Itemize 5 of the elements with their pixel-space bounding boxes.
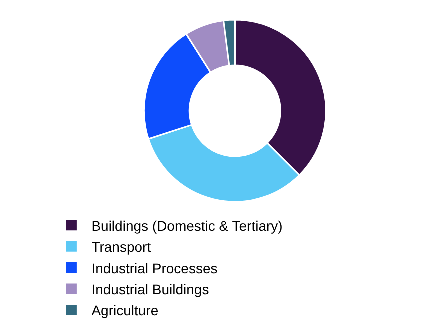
legend-label: Industrial Processes (92, 260, 218, 276)
legend-label: Transport (92, 239, 152, 256)
legend-label: Industrial Buildings (92, 281, 210, 298)
legend-label: Buildings (Domestic & Tertiary) (92, 218, 283, 234)
legend-label: Agriculture (92, 302, 159, 319)
